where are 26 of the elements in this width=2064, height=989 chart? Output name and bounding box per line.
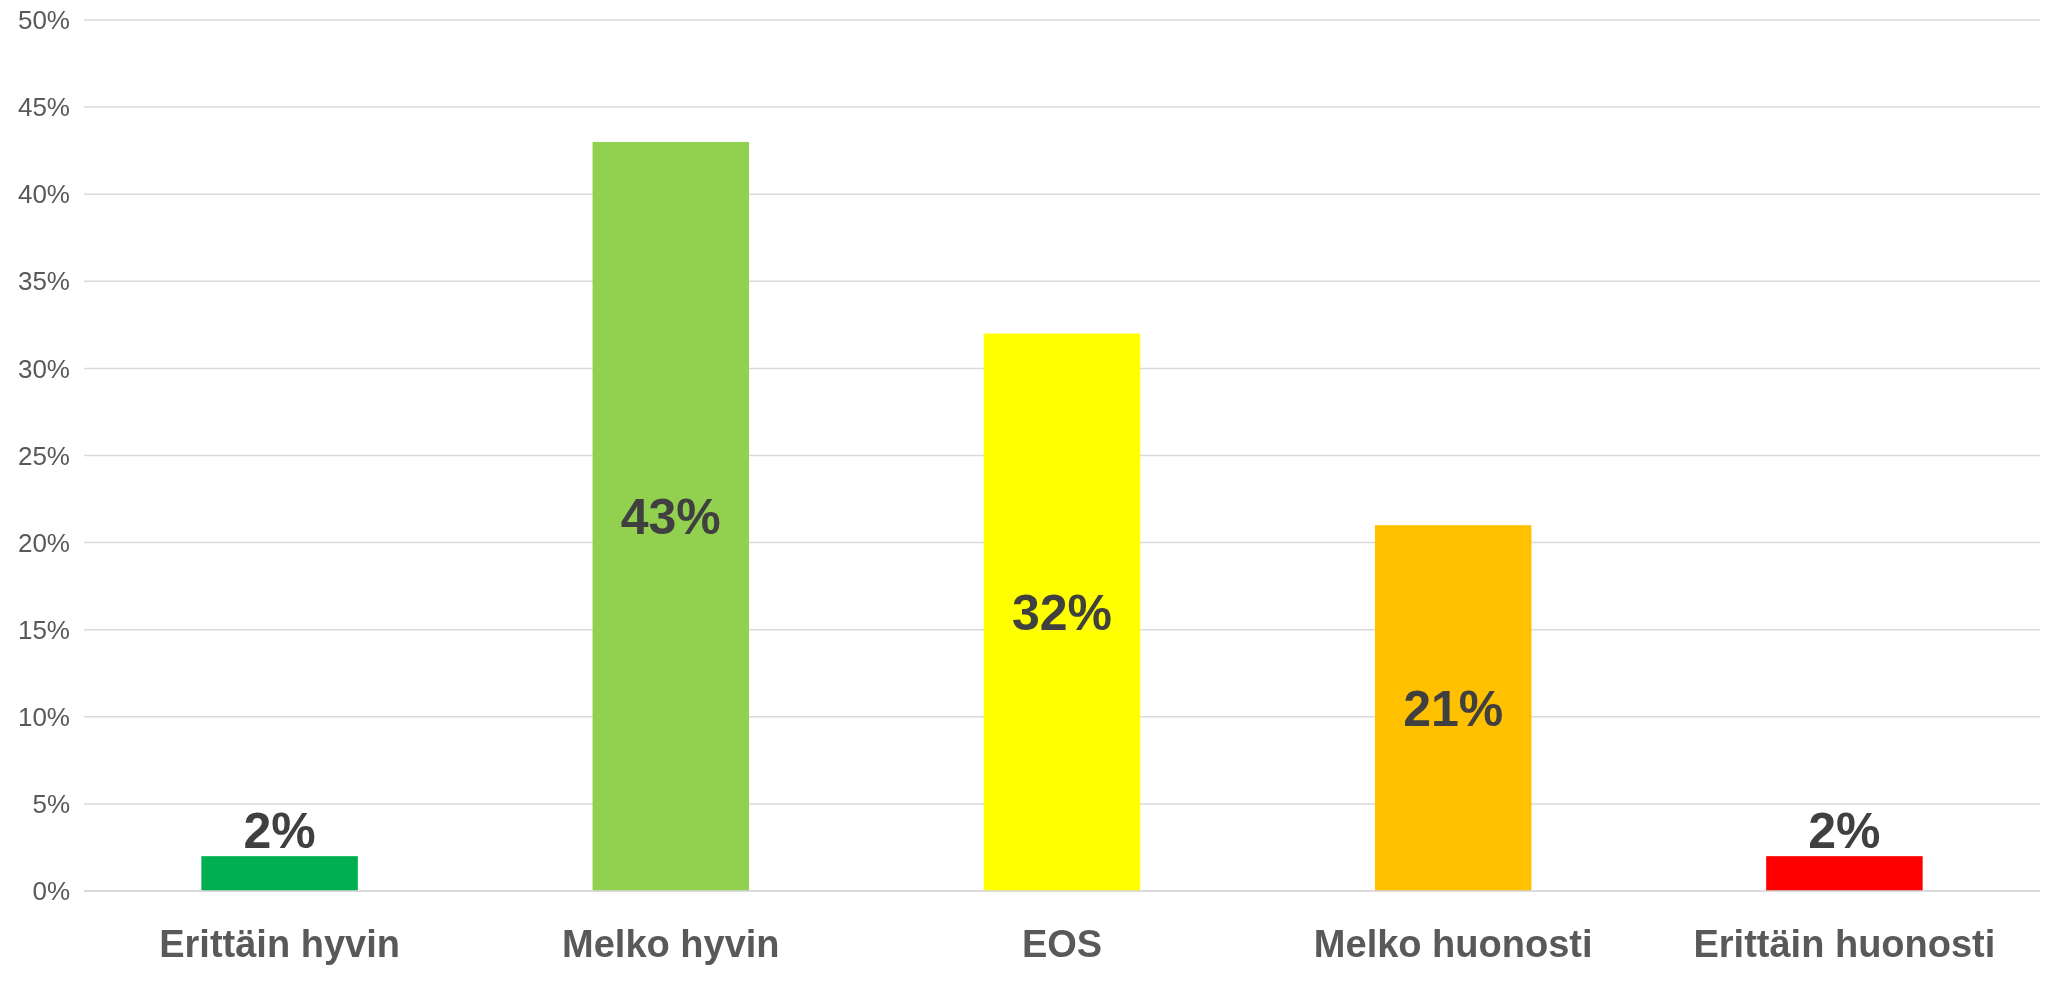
y-tick-label: 0%: [32, 876, 70, 907]
y-tick-label: 20%: [17, 527, 70, 558]
x-tick-label: Erittäin hyvin: [159, 923, 400, 965]
data-label: 32%: [1011, 584, 1113, 641]
data-label: 2%: [1808, 803, 1881, 860]
bar: [1374, 525, 1532, 891]
x-tick-label: EOS: [1021, 923, 1103, 965]
bar: [592, 141, 750, 891]
y-tick-label: 30%: [17, 353, 70, 384]
data-label: 21%: [1403, 680, 1504, 737]
y-tick-label: 5%: [32, 789, 70, 819]
y-tick-label: 45%: [17, 92, 70, 123]
y-tick-label: 25%: [17, 440, 70, 471]
x-tick-label: Erittäin huonosti: [1693, 923, 1996, 965]
bar: [201, 856, 358, 891]
y-tick-label: 50%: [17, 5, 70, 36]
data-label: 2%: [243, 803, 316, 860]
bar: [1766, 856, 1923, 891]
x-tick-label: Melko hyvin: [562, 923, 780, 965]
y-tick-label: 35%: [17, 266, 70, 297]
y-tick-label: 15%: [17, 614, 70, 645]
data-label: 43%: [620, 488, 721, 545]
x-tick-label: Melko huonosti: [1313, 923, 1593, 965]
y-tick-label: 40%: [17, 179, 70, 210]
y-tick-label: 10%: [17, 701, 70, 732]
bar: [983, 333, 1141, 891]
